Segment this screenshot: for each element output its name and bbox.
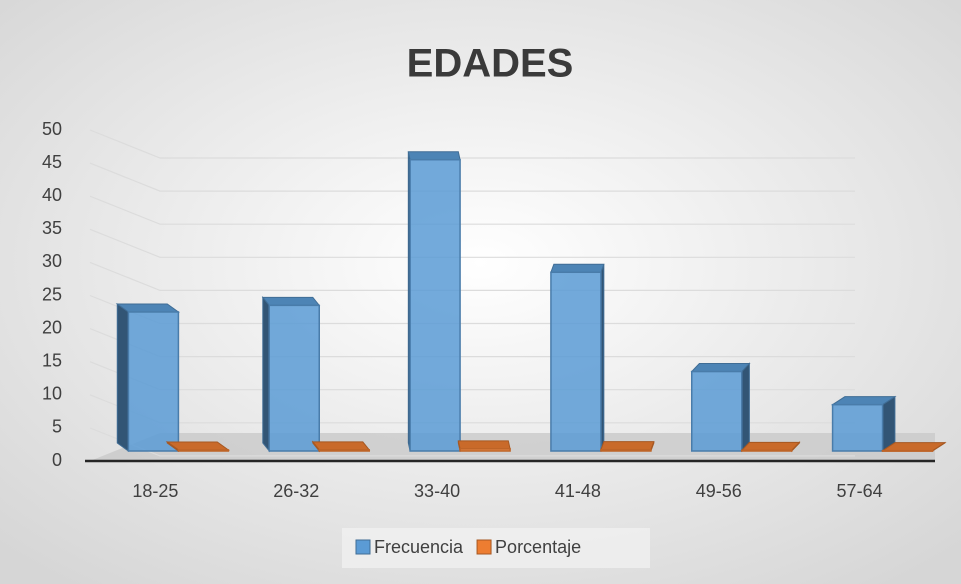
- legend-label: Frecuencia: [374, 537, 464, 557]
- grid-line: [89, 195, 855, 225]
- legend-swatch: [355, 539, 371, 555]
- bar-top: [457, 440, 511, 450]
- bar-front: [409, 158, 461, 452]
- bar-front: [691, 370, 743, 452]
- y-tick-label: 25: [42, 284, 62, 304]
- grid-line: [89, 427, 855, 457]
- bar-front: [881, 449, 934, 452]
- bar: [407, 151, 461, 452]
- bar-front: [550, 271, 602, 452]
- y-tick-label: 10: [42, 384, 62, 404]
- x-tick-label: 18-25: [132, 481, 178, 501]
- grid-line: [89, 162, 855, 192]
- bar-top: [407, 151, 461, 161]
- x-tick-label: 41-48: [555, 481, 601, 501]
- bar: [115, 303, 180, 452]
- bar-top: [115, 303, 180, 313]
- bar-top: [261, 296, 321, 306]
- y-tick-label: 40: [42, 185, 62, 205]
- y-tick-label: 30: [42, 251, 62, 271]
- y-tick-label: 20: [42, 317, 62, 337]
- y-tick-label: 35: [42, 218, 62, 238]
- bar-front: [831, 403, 884, 452]
- bar: [550, 263, 605, 452]
- bar-side: [116, 303, 129, 452]
- bar-top: [311, 441, 371, 451]
- bar-top: [165, 441, 230, 451]
- legend-box: [342, 528, 650, 568]
- bar: [165, 440, 230, 452]
- chart-title: EDADES: [407, 42, 574, 86]
- bar: [311, 440, 371, 453]
- y-tick-label: 0: [52, 450, 62, 470]
- grid-line: [89, 228, 855, 258]
- bar: [740, 441, 801, 453]
- bar: [600, 441, 655, 452]
- grid-line: [89, 129, 855, 159]
- x-tick-label: 26-32: [273, 481, 319, 501]
- y-tick-label: 15: [42, 350, 62, 370]
- bar-front: [177, 449, 230, 452]
- legend-label: Porcentaje: [495, 537, 581, 557]
- bar: [880, 441, 947, 452]
- bar-top: [690, 363, 751, 373]
- legend-swatch: [476, 539, 492, 555]
- bar-front: [741, 449, 793, 452]
- y-tick-label: 50: [42, 119, 62, 139]
- bar-front: [459, 448, 511, 452]
- grid-line: [89, 261, 855, 291]
- bar-front: [318, 449, 370, 452]
- y-tick-label: 45: [42, 152, 62, 172]
- bar-side: [741, 362, 750, 453]
- bar: [261, 295, 321, 453]
- bar-top: [550, 263, 605, 273]
- bar: [690, 362, 751, 453]
- x-tick-label: 33-40: [414, 481, 460, 501]
- x-tick-label: 57-64: [837, 481, 883, 501]
- bar-front: [127, 311, 180, 452]
- bar-top: [740, 441, 801, 451]
- bar-top: [600, 441, 655, 451]
- bar: [830, 395, 897, 452]
- y-tick-label: 5: [52, 417, 62, 437]
- bar-side: [262, 295, 270, 453]
- bar-front: [268, 304, 320, 452]
- x-tick-label: 49-56: [696, 481, 742, 501]
- bar: [457, 440, 511, 452]
- bar-front: [600, 448, 652, 452]
- bar-side: [882, 395, 896, 452]
